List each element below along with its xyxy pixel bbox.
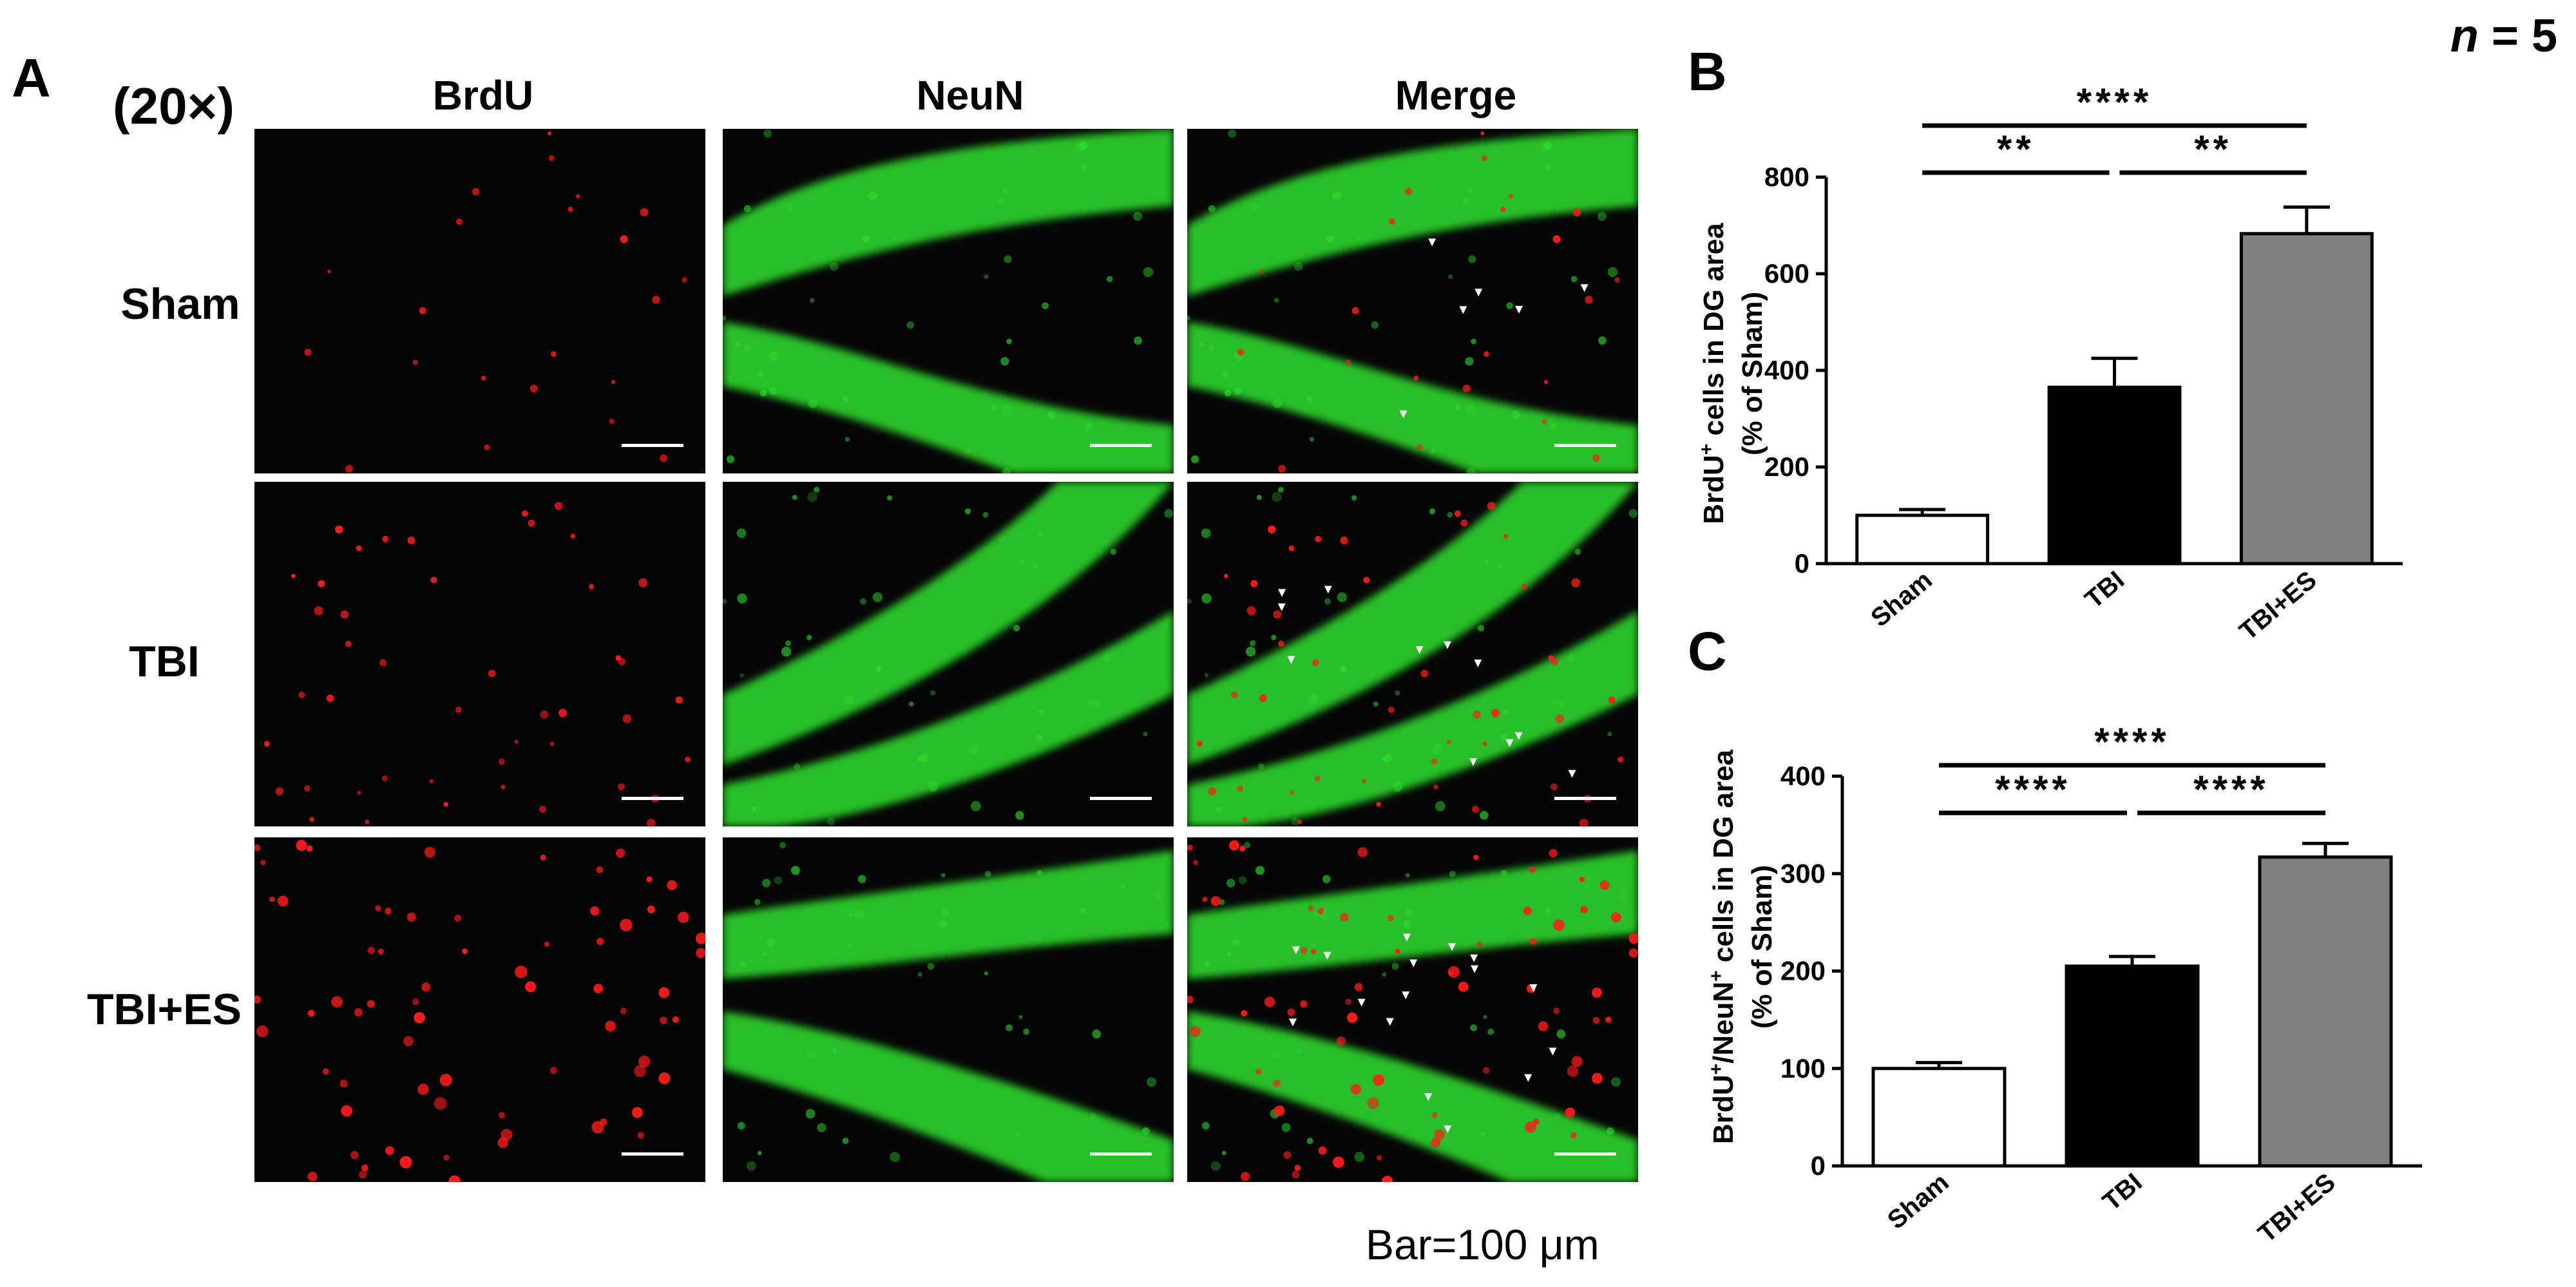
bar-sham xyxy=(1855,513,1990,566)
chart-c: BrdU+/NeuN+ cells in DG area (% of Sham)… xyxy=(1706,720,2422,1248)
x-tick-label: TBI xyxy=(2080,566,2130,614)
y-tick-label: 200 xyxy=(1780,956,1826,986)
micrograph-grid xyxy=(254,129,1638,1182)
significance-label: ** xyxy=(1997,128,2035,171)
bar-tbi-es xyxy=(2258,855,2393,1168)
y-tick-label: 0 xyxy=(1795,548,1809,578)
y-tick-label: 0 xyxy=(1811,1150,1826,1181)
bar-tbi xyxy=(2065,964,2200,1168)
y-tick-label: 100 xyxy=(1780,1053,1826,1083)
x-tick-label: TBI+ES xyxy=(2253,1168,2340,1248)
chart-b-ylabel-line2: (% of Sham) xyxy=(1737,292,1768,455)
scale-bar xyxy=(1090,1152,1152,1156)
y-tick-label: 400 xyxy=(1764,355,1809,385)
row-header-tbi: TBI xyxy=(129,637,200,686)
micrograph-tbi-brdu xyxy=(254,482,705,826)
significance-label: **** xyxy=(2193,768,2269,811)
sample-size-label: n = 5 xyxy=(2450,10,2557,62)
micrograph-tbi-es-merge xyxy=(1187,837,1638,1182)
row-header-sham: Sham xyxy=(120,280,240,329)
bar-tbi-es xyxy=(2239,232,2374,566)
significance-label: **** xyxy=(1995,768,2070,811)
chart-c-ylabel-line1: BrdU+/NeuN+ cells in DG area xyxy=(1706,749,1740,1144)
significance-label: **** xyxy=(2077,81,2152,124)
scale-bar xyxy=(622,1152,683,1156)
y-tick-label: 200 xyxy=(1764,452,1809,482)
bar-sham xyxy=(1871,1067,2007,1168)
sample-size-value: = 5 xyxy=(2479,10,2557,62)
panel-c-letter: C xyxy=(1688,621,1727,682)
scale-bar-note: Bar=100 μm xyxy=(1366,1221,1599,1268)
micrograph-tbi-es-neun xyxy=(723,837,1174,1182)
x-tick-label: TBI+ES xyxy=(2234,566,2322,645)
scale-bar xyxy=(1090,797,1152,800)
panel-b-letter: B xyxy=(1688,41,1727,102)
micrograph-tbi-merge xyxy=(1187,482,1638,826)
y-tick-label: 400 xyxy=(1780,761,1826,791)
scale-bar xyxy=(1090,444,1152,447)
bar-tbi xyxy=(2047,385,2182,566)
scale-bar xyxy=(1554,1152,1616,1156)
micrograph-sham-brdu xyxy=(254,129,705,473)
x-tick-label: Sham xyxy=(1882,1168,1954,1235)
scale-bar xyxy=(622,797,683,800)
scale-bar xyxy=(1554,444,1616,447)
x-tick-label: TBI xyxy=(2097,1168,2148,1216)
panel-a-letter: A xyxy=(12,48,51,108)
micrograph-tbi-es-brdu xyxy=(254,837,705,1182)
y-tick-label: 300 xyxy=(1780,858,1826,888)
micrograph-sham-neun xyxy=(723,129,1174,473)
significance-label: **** xyxy=(2094,720,2170,763)
column-header-merge: Merge xyxy=(1395,72,1517,119)
chart-b: BrdU+ cells in DG area (% of Sham) 0 200 4… xyxy=(1696,81,2403,646)
y-tick-label: 600 xyxy=(1764,258,1809,289)
scale-bar xyxy=(1554,797,1616,800)
chart-c-ylabel-line2: (% of Sham) xyxy=(1746,865,1778,1029)
micrograph-sham-merge xyxy=(1187,129,1638,473)
micrograph-tbi-neun xyxy=(723,482,1174,826)
x-tick-label: Sham xyxy=(1865,566,1938,633)
chart-b-ylabel-line1: BrdU+ cells in DG area xyxy=(1696,223,1730,524)
column-header-brdu: BrdU xyxy=(433,72,533,119)
scale-bar xyxy=(622,444,683,447)
significance-label: ** xyxy=(2194,128,2232,171)
y-tick-label: 800 xyxy=(1764,162,1809,192)
sample-size-n: n xyxy=(2450,10,2479,62)
row-header-tbi-es: TBI+ES xyxy=(87,985,242,1034)
column-header-neun: NeuN xyxy=(916,72,1024,119)
magnification-label: (20×) xyxy=(113,77,234,135)
